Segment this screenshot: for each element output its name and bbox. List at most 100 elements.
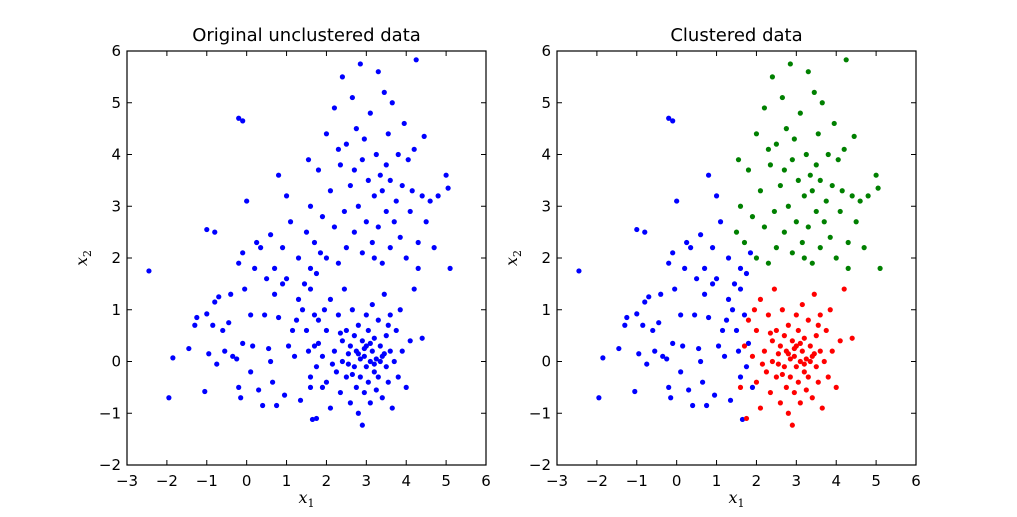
data-point — [785, 203, 791, 209]
data-point — [389, 405, 395, 411]
data-point — [379, 395, 385, 401]
data-point — [849, 193, 855, 199]
data-point — [361, 345, 367, 352]
data-point — [307, 384, 314, 390]
data-point — [349, 371, 355, 378]
data-point — [347, 400, 353, 406]
data-point — [359, 422, 365, 428]
data-point — [817, 177, 823, 183]
data-point — [427, 198, 433, 204]
data-point — [779, 307, 785, 313]
data-point — [315, 340, 322, 346]
data-point — [407, 338, 413, 344]
data-point — [279, 281, 286, 287]
data-point — [413, 57, 419, 63]
data-point — [443, 172, 449, 178]
data-point — [709, 281, 716, 287]
data-point — [264, 276, 270, 282]
data-point — [391, 358, 397, 365]
data-point — [287, 219, 294, 225]
data-point — [381, 351, 387, 357]
data-point — [827, 234, 833, 240]
data-point — [837, 208, 843, 215]
x-tick-label: 0 — [672, 472, 682, 490]
data-point — [805, 374, 811, 380]
data-point — [283, 193, 290, 199]
data-point — [743, 364, 750, 370]
data-point — [339, 74, 345, 80]
data-point — [347, 343, 353, 349]
data-point — [690, 402, 696, 409]
y-axis-label: x2 — [502, 250, 524, 266]
y-axis-label: x2 — [72, 250, 94, 266]
data-point — [435, 193, 441, 199]
data-point — [773, 245, 779, 251]
data-point — [793, 219, 799, 225]
data-point — [307, 286, 314, 292]
data-point — [682, 265, 688, 271]
data-point — [271, 265, 278, 271]
data-point — [765, 260, 772, 266]
data-point — [809, 260, 815, 266]
y-tick-label: 4 — [541, 146, 551, 164]
data-point — [737, 265, 744, 271]
data-point — [220, 327, 226, 334]
data-point — [769, 358, 776, 365]
data-point — [226, 320, 232, 326]
data-point — [387, 312, 393, 318]
data-point — [773, 374, 779, 380]
data-point — [793, 312, 799, 318]
scatter-points — [146, 57, 453, 428]
data-point — [244, 198, 250, 204]
data-point — [383, 333, 389, 339]
data-point — [387, 177, 393, 183]
data-point — [353, 126, 359, 132]
data-point — [777, 182, 783, 189]
data-point — [379, 188, 385, 194]
y-tick-label: 5 — [541, 94, 551, 112]
data-point — [737, 384, 744, 390]
data-point — [303, 229, 310, 235]
data-point — [383, 364, 389, 370]
data-point — [767, 162, 774, 168]
data-point — [727, 397, 734, 403]
data-point — [355, 203, 361, 209]
data-point — [327, 296, 334, 302]
data-point — [705, 172, 712, 178]
data-point — [385, 131, 391, 137]
data-point — [753, 327, 760, 334]
data-point — [375, 224, 381, 230]
data-point — [311, 312, 318, 318]
data-point — [391, 219, 397, 225]
data-point — [799, 301, 805, 308]
data-point — [743, 270, 750, 277]
data-point — [381, 291, 387, 297]
data-point — [369, 301, 375, 308]
data-point — [634, 311, 640, 317]
data-point — [705, 314, 712, 321]
data-point — [367, 358, 373, 365]
data-point — [377, 358, 383, 365]
data-point — [357, 61, 363, 67]
data-point — [407, 208, 413, 215]
data-point — [293, 317, 300, 323]
data-point — [668, 395, 674, 401]
data-point — [811, 89, 817, 95]
data-point — [821, 219, 827, 225]
data-point — [397, 234, 403, 240]
data-point — [773, 327, 779, 334]
data-point — [266, 345, 272, 352]
data-point — [256, 387, 262, 393]
data-point — [323, 327, 330, 334]
data-point — [236, 384, 242, 390]
data-point — [268, 232, 274, 238]
data-point — [781, 333, 787, 339]
data-point — [329, 361, 336, 367]
data-point — [841, 146, 847, 152]
data-point — [317, 250, 324, 256]
data-point — [405, 157, 411, 163]
data-point — [829, 182, 835, 189]
data-point — [749, 353, 756, 359]
data-point — [789, 338, 795, 344]
data-point — [401, 120, 407, 127]
